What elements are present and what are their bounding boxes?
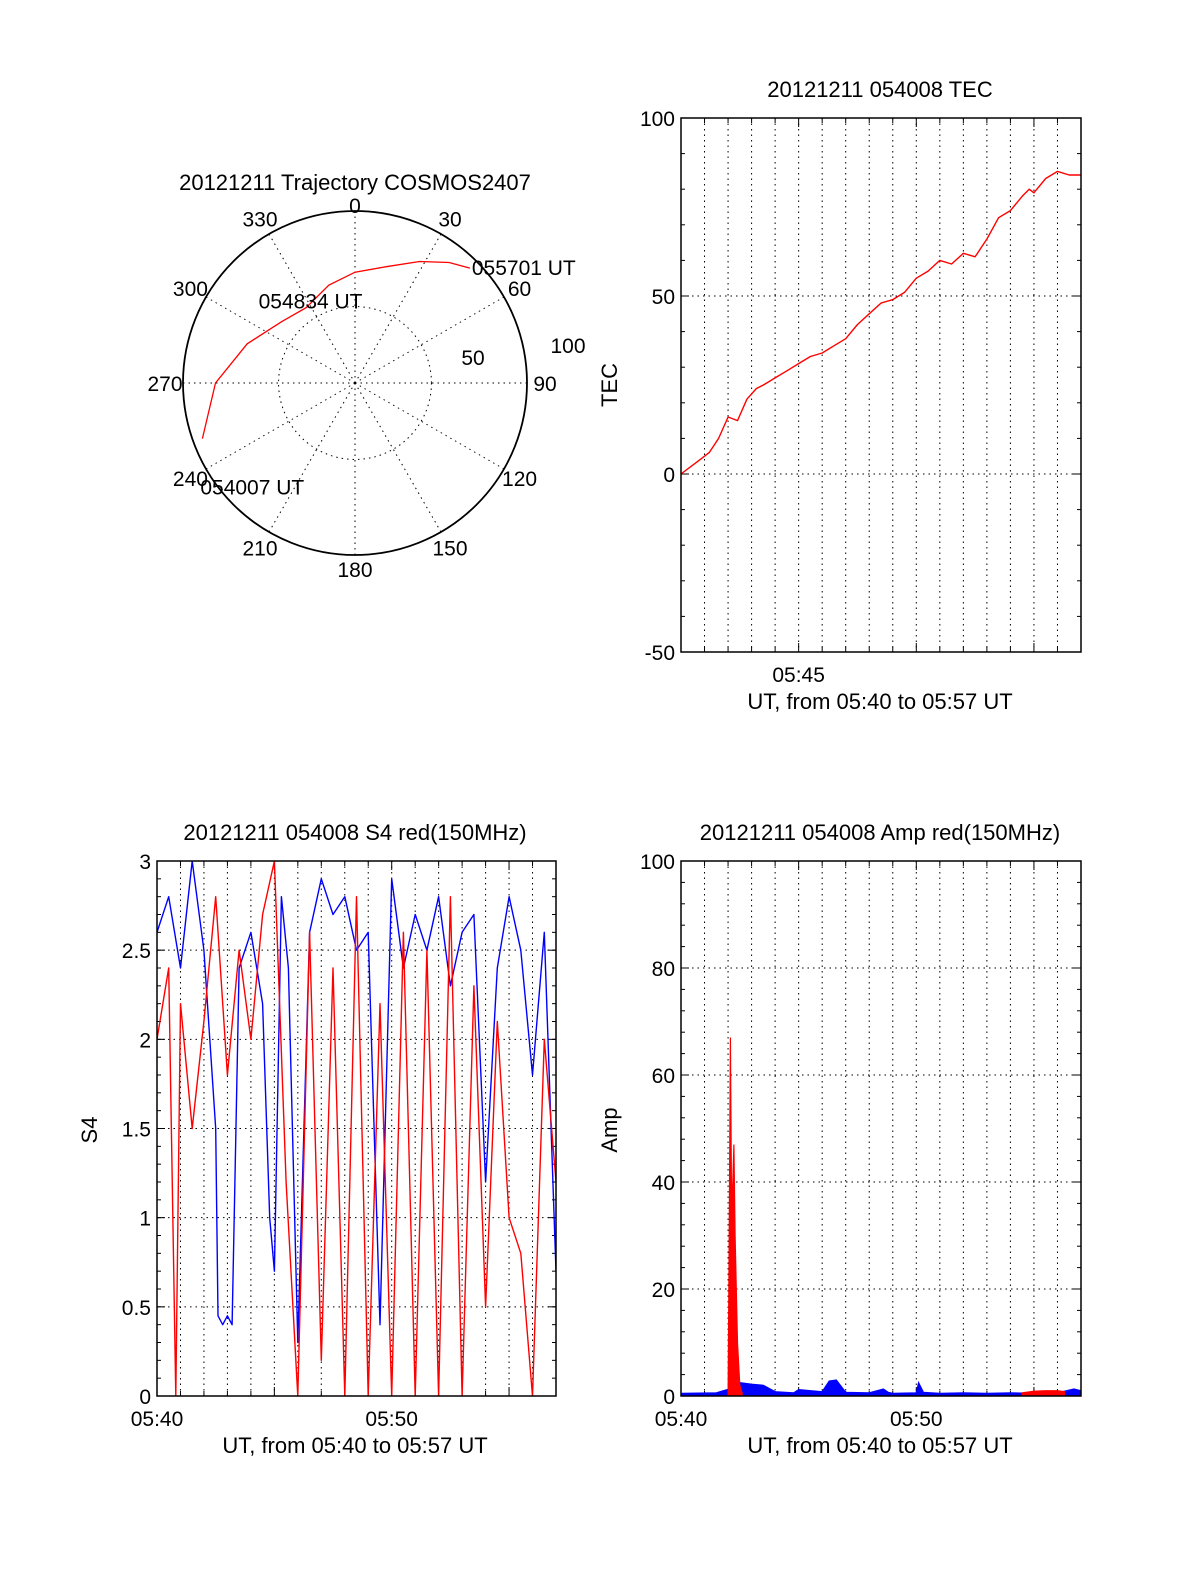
- polar-spoke: [354, 233, 442, 384]
- y-tick-label: 60: [652, 1065, 675, 1088]
- x-tick-label: 05:40: [655, 1408, 708, 1431]
- tec-xlabel: UT, from 05:40 to 05:57 UT: [747, 689, 1012, 714]
- polar-azimuth-label: 60: [508, 278, 531, 301]
- y-tick-label: -50: [645, 642, 675, 665]
- x-tick-label: 05:50: [365, 1408, 418, 1431]
- polar-spoke: [354, 382, 505, 470]
- amp-ylabel: Amp: [597, 1107, 622, 1152]
- polar-azimuth-label: 240: [173, 468, 208, 491]
- polar-azimuth-label: 30: [438, 208, 461, 231]
- y-tick-label: 50: [652, 286, 675, 309]
- polar-radial-label: 100: [550, 335, 585, 358]
- polar-spoke: [268, 382, 356, 533]
- y-tick-label: 0: [663, 1386, 675, 1409]
- series-area: [727, 1037, 743, 1396]
- polar-azimuth-label: 330: [242, 208, 277, 231]
- polar-spoke: [354, 382, 442, 533]
- series-group: [157, 861, 556, 1396]
- polar-azimuth-label: 90: [533, 373, 556, 396]
- polar-spoke: [205, 296, 356, 384]
- tec-chart: 20121211 054008 TEC UT, from 05:40 to 05…: [597, 77, 1082, 714]
- y-tick-label: 0: [139, 1386, 151, 1409]
- y-tick-label: 1.5: [122, 1119, 151, 1142]
- s4-chart: 20121211 054008 S4 red(150MHz) UT, from …: [77, 820, 557, 1458]
- y-tick-label: 2.5: [122, 940, 151, 963]
- s4-xlabel: UT, from 05:40 to 05:57 UT: [222, 1433, 487, 1458]
- series-line: [681, 170, 1081, 475]
- trajectory-time-label: 055701 UT: [472, 257, 576, 280]
- s4-ylabel: S4: [77, 1117, 102, 1144]
- polar-title: 20121211 Trajectory COSMOS2407: [179, 170, 531, 195]
- plot-frame: [680, 117, 1082, 653]
- polar-azimuth-label: 210: [242, 538, 277, 561]
- y-tick-label: 80: [652, 958, 675, 981]
- polar-spoke: [205, 382, 356, 470]
- polar-azimuth-label: 120: [502, 468, 537, 491]
- polar-azimuth-label: 0: [349, 195, 361, 218]
- plot-frame: [680, 860, 1082, 1397]
- y-tick-label: 100: [640, 108, 675, 131]
- polar-spoke: [268, 233, 356, 384]
- polar-radial-label: 50: [461, 347, 484, 370]
- tec-title: 20121211 054008 TEC: [767, 77, 993, 102]
- amp-chart: 20121211 054008 Amp red(150MHz) UT, from…: [597, 820, 1082, 1458]
- polar-spoke: [354, 296, 505, 384]
- polar-inner-circle: [278, 306, 432, 460]
- plot-frame: [156, 860, 557, 1397]
- series-area: [1021, 1390, 1066, 1396]
- trajectory-time-label: 054834 UT: [259, 290, 363, 313]
- polar-trajectory-chart: 20121211 Trajectory COSMOS2407 0 30 60 90 12…: [147, 170, 585, 582]
- amp-title: 20121211 054008 Amp red(150MHz): [700, 820, 1060, 845]
- trajectory-line: [201, 260, 471, 439]
- x-tick-label: 05:45: [772, 664, 825, 687]
- polar-azimuth-label: 180: [337, 559, 372, 582]
- series-line: [157, 861, 556, 1396]
- trajectory-time-label: 054007 UT: [200, 477, 304, 500]
- y-tick-label: 2: [139, 1029, 151, 1052]
- polar-azimuth-label: 150: [432, 538, 467, 561]
- x-tick-label: 05:40: [131, 1408, 184, 1431]
- series-group: [681, 1037, 1081, 1396]
- amp-xlabel: UT, from 05:40 to 05:57 UT: [747, 1433, 1012, 1458]
- series-line: [157, 861, 556, 1344]
- y-tick-label: 100: [640, 851, 675, 874]
- y-tick-label: 40: [652, 1172, 675, 1195]
- s4-title: 20121211 054008 S4 red(150MHz): [183, 820, 526, 845]
- polar-azimuth-label: 300: [173, 278, 208, 301]
- y-tick-label: 0.5: [122, 1297, 151, 1320]
- y-tick-label: 1: [139, 1208, 151, 1231]
- y-tick-label: 20: [652, 1279, 675, 1302]
- y-tick-label: 3: [139, 851, 151, 874]
- x-tick-label: 05:50: [890, 1408, 943, 1431]
- y-tick-label: 0: [663, 464, 675, 487]
- series-group: [681, 170, 1081, 475]
- polar-azimuth-label: 270: [147, 373, 182, 396]
- tec-ylabel: TEC: [597, 363, 622, 407]
